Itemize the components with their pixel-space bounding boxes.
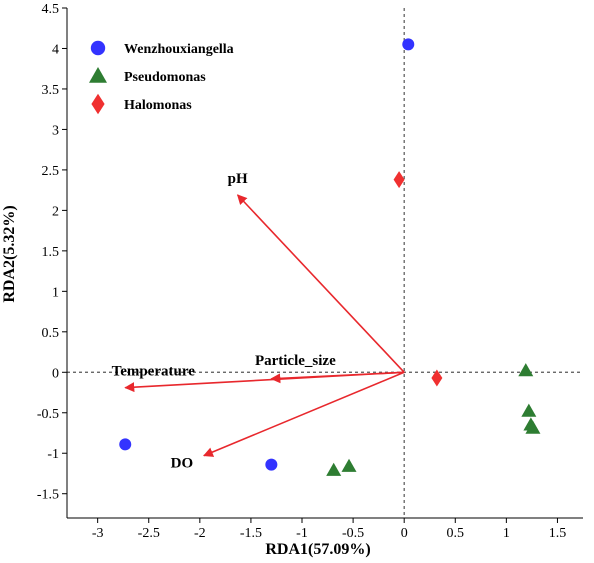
x-tick-label: -1.5 xyxy=(240,526,262,541)
y-axis-title: RDA2(5.32%) xyxy=(1,205,18,302)
x-tick-label: 1 xyxy=(503,526,510,541)
vector-label-particle-size: Particle_size xyxy=(255,353,336,369)
vector-label-temperature: Temperature xyxy=(112,364,196,380)
y-tick-label: 4 xyxy=(52,42,59,57)
y-tick-label: 2 xyxy=(52,204,59,219)
point-wenzhouxiangella xyxy=(119,438,132,451)
x-tick-label: -2.5 xyxy=(138,526,160,541)
point-halomonas xyxy=(431,369,443,387)
y-tick-label: 1.5 xyxy=(42,245,60,260)
x-tick-label: -0.5 xyxy=(342,526,364,541)
y-tick-label: -1 xyxy=(47,447,59,462)
vector-particle-size xyxy=(270,371,405,384)
x-tick-label: -3 xyxy=(92,526,104,541)
vector-do xyxy=(202,371,405,457)
point-pseudomonas xyxy=(326,462,342,476)
point-halomonas xyxy=(393,171,405,189)
point-pseudomonas xyxy=(341,458,357,472)
legend-marker-halomonas xyxy=(91,93,105,115)
environmental-vectors: pH Temperature Particle_size DO xyxy=(112,171,405,472)
legend-label-wenzhouxiangella: Wenzhouxiangella xyxy=(124,42,234,57)
y-tick-label: 3 xyxy=(52,123,59,138)
x-tick-label: 0 xyxy=(401,526,408,541)
y-tick-label: 2.5 xyxy=(42,164,60,179)
reference-lines xyxy=(67,8,583,518)
legend: Wenzhouxiangella Pseudomonas Halomonas xyxy=(89,40,234,115)
vector-label-ph: pH xyxy=(228,171,248,187)
y-tick-label: -0.5 xyxy=(37,407,59,422)
vector-ph xyxy=(236,194,405,373)
legend-label-halomonas: Halomonas xyxy=(124,98,192,113)
point-pseudomonas xyxy=(521,403,537,417)
y-tick-label: 4.5 xyxy=(42,2,60,17)
x-tick-label: -2 xyxy=(194,526,206,541)
legend-marker-pseudomonas xyxy=(89,67,107,83)
point-wenzhouxiangella xyxy=(265,458,278,471)
vector-label-do: DO xyxy=(171,456,194,472)
y-tick-label: 0.5 xyxy=(42,326,60,341)
point-wenzhouxiangella xyxy=(402,38,415,51)
y-tick-label: 3.5 xyxy=(42,83,60,98)
legend-marker-wenzhouxiangella xyxy=(90,40,106,56)
x-tick-label: -1 xyxy=(296,526,308,541)
y-tick-label: 0 xyxy=(52,366,59,381)
y-tick-label: -1.5 xyxy=(37,488,59,503)
axes: -3 -2.5 -2 -1.5 -1 -0.5 0 0.5 1 1.5 -1.5 -1 -0.5 0 0.5… xyxy=(37,2,583,541)
x-tick-label: 0.5 xyxy=(447,526,465,541)
y-tick-label: 1 xyxy=(52,285,59,300)
point-pseudomonas xyxy=(525,420,541,434)
x-axis-title: RDA1(57.09%) xyxy=(265,541,370,558)
data-points xyxy=(119,38,541,476)
x-tick-label: 1.5 xyxy=(549,526,567,541)
legend-label-pseudomonas: Pseudomonas xyxy=(124,70,206,85)
point-pseudomonas xyxy=(518,363,534,377)
